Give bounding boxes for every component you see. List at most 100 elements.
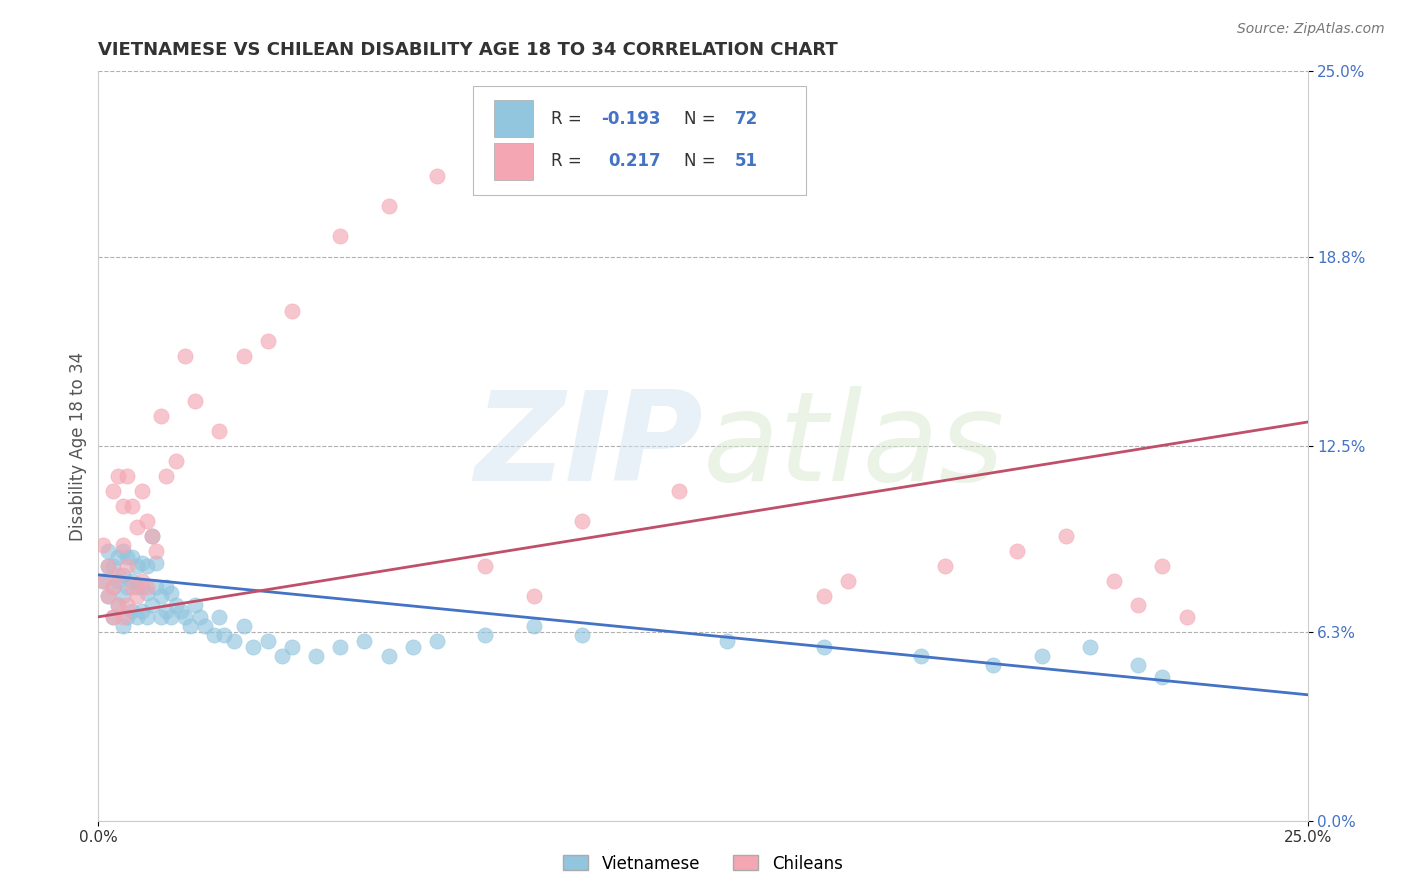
- Point: [232, 619, 254, 633]
- Point: [329, 229, 352, 244]
- Point: [141, 598, 163, 612]
- Text: R =: R =: [551, 110, 586, 128]
- Text: R =: R =: [551, 153, 592, 170]
- Point: [127, 558, 149, 573]
- Point: [97, 544, 120, 558]
- Point: [426, 169, 449, 184]
- Point: [111, 567, 134, 582]
- Point: [107, 598, 129, 612]
- Point: [150, 589, 173, 603]
- Point: [107, 549, 129, 564]
- Point: [111, 610, 134, 624]
- Text: 72: 72: [734, 110, 758, 128]
- Text: 51: 51: [734, 153, 758, 170]
- Text: atlas: atlas: [703, 385, 1005, 507]
- Point: [155, 469, 177, 483]
- Point: [121, 549, 143, 564]
- Y-axis label: Disability Age 18 to 34: Disability Age 18 to 34: [69, 351, 87, 541]
- Point: [111, 619, 134, 633]
- Point: [117, 610, 139, 624]
- Point: [121, 574, 143, 588]
- Point: [127, 610, 149, 624]
- Point: [174, 610, 197, 624]
- Point: [329, 640, 352, 654]
- Point: [668, 483, 690, 498]
- Point: [716, 633, 738, 648]
- Point: [127, 589, 149, 603]
- Point: [1175, 610, 1198, 624]
- Point: [150, 409, 173, 423]
- Point: [135, 558, 157, 573]
- Point: [256, 334, 278, 348]
- Point: [474, 558, 496, 573]
- Point: [571, 628, 593, 642]
- Point: [107, 567, 129, 582]
- Point: [150, 610, 173, 624]
- Point: [184, 598, 207, 612]
- Point: [281, 640, 304, 654]
- Point: [117, 469, 139, 483]
- Point: [813, 640, 835, 654]
- Text: VIETNAMESE VS CHILEAN DISABILITY AGE 18 TO 34 CORRELATION CHART: VIETNAMESE VS CHILEAN DISABILITY AGE 18 …: [98, 41, 838, 59]
- Point: [117, 598, 139, 612]
- Point: [474, 628, 496, 642]
- Legend: Vietnamese, Chileans: Vietnamese, Chileans: [557, 848, 849, 880]
- Point: [101, 558, 124, 573]
- Point: [101, 580, 124, 594]
- FancyBboxPatch shape: [474, 87, 806, 195]
- Point: [1128, 657, 1150, 672]
- Point: [208, 424, 231, 438]
- Point: [135, 580, 157, 594]
- Point: [222, 633, 245, 648]
- Point: [981, 657, 1004, 672]
- Point: [155, 604, 177, 618]
- Point: [117, 580, 139, 594]
- Point: [271, 648, 294, 663]
- Point: [131, 604, 153, 618]
- Point: [141, 529, 163, 543]
- Point: [184, 394, 207, 409]
- Point: [571, 514, 593, 528]
- Point: [97, 558, 120, 573]
- FancyBboxPatch shape: [494, 143, 533, 180]
- Point: [127, 580, 149, 594]
- Point: [160, 586, 183, 600]
- Point: [107, 598, 129, 612]
- Point: [1031, 648, 1053, 663]
- Text: 0.217: 0.217: [609, 153, 661, 170]
- Text: N =: N =: [683, 153, 720, 170]
- Point: [107, 469, 129, 483]
- Point: [1152, 558, 1174, 573]
- Point: [145, 556, 167, 570]
- Point: [135, 514, 157, 528]
- Point: [1007, 544, 1029, 558]
- Point: [131, 483, 153, 498]
- Text: -0.193: -0.193: [602, 110, 661, 128]
- Point: [97, 558, 120, 573]
- Point: [305, 648, 328, 663]
- Point: [179, 619, 201, 633]
- Point: [135, 610, 157, 624]
- Point: [204, 628, 226, 642]
- Point: [121, 604, 143, 618]
- Point: [117, 558, 139, 573]
- Point: [131, 580, 153, 594]
- Point: [160, 610, 183, 624]
- Point: [91, 574, 114, 588]
- Point: [523, 619, 546, 633]
- Point: [111, 589, 134, 603]
- Point: [111, 544, 134, 558]
- Point: [377, 648, 399, 663]
- Point: [111, 499, 134, 513]
- Point: [353, 633, 375, 648]
- Point: [121, 580, 143, 594]
- Point: [169, 604, 191, 618]
- Point: [1128, 598, 1150, 612]
- Point: [145, 580, 167, 594]
- Point: [256, 633, 278, 648]
- Text: ZIP: ZIP: [474, 385, 703, 507]
- Point: [101, 580, 124, 594]
- Point: [377, 199, 399, 213]
- Point: [813, 589, 835, 603]
- FancyBboxPatch shape: [494, 100, 533, 137]
